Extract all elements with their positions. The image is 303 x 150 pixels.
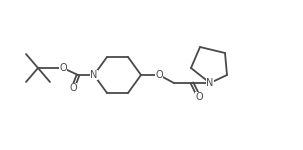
Text: N: N <box>206 78 214 88</box>
Text: O: O <box>195 92 203 102</box>
Text: N: N <box>90 70 98 80</box>
Text: O: O <box>155 70 163 80</box>
Text: O: O <box>59 63 67 73</box>
Text: O: O <box>69 83 77 93</box>
